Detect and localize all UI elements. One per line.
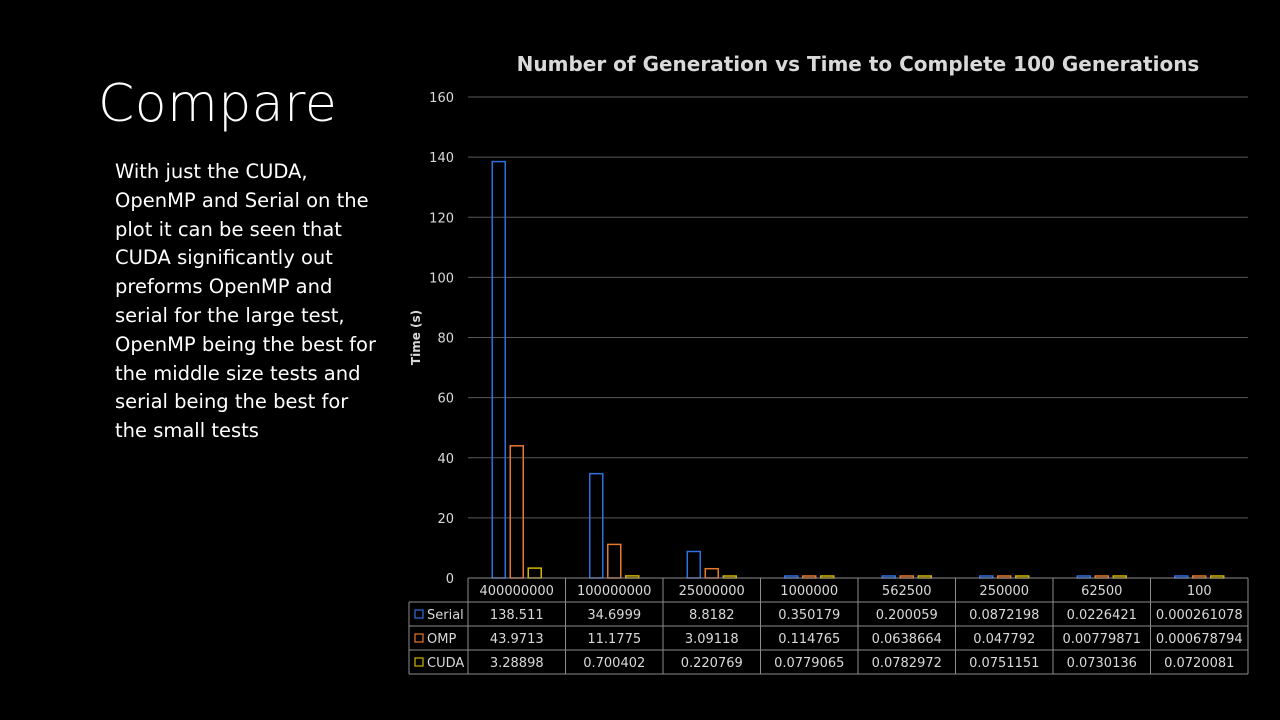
data-label: 0.350179 xyxy=(778,608,840,623)
legend-key-cuda xyxy=(414,657,424,667)
bar-serial xyxy=(686,550,701,579)
x-tick-label: 400000000 xyxy=(480,584,554,599)
y-tick-label: 80 xyxy=(437,332,454,347)
x-tick-label: 250000 xyxy=(979,584,1029,599)
data-label: 0.200059 xyxy=(876,608,938,623)
chart-title: Number of Generation vs Time to Complete… xyxy=(517,52,1200,76)
y-tick-label: 140 xyxy=(429,151,454,166)
y-tick-label: 60 xyxy=(437,392,454,407)
y-tick-label: 20 xyxy=(437,512,454,527)
data-label: 0.00779871 xyxy=(1062,632,1141,647)
data-label: 0.000678794 xyxy=(1156,632,1243,647)
data-label: 0.0730136 xyxy=(1067,656,1137,671)
data-label: 0.220769 xyxy=(681,656,743,671)
data-label: 0.047792 xyxy=(973,632,1035,647)
data-label: 0.0751151 xyxy=(969,656,1039,671)
y-axis-label: Time (s) xyxy=(409,310,423,365)
legend-label: CUDA xyxy=(427,656,464,671)
data-label: 3.09118 xyxy=(685,632,739,647)
bar-serial xyxy=(589,472,604,579)
x-tick-label: 1000000 xyxy=(780,584,838,599)
data-label: 0.0872198 xyxy=(969,608,1039,623)
y-tick-label: 160 xyxy=(429,91,454,106)
bar-omp xyxy=(704,567,719,579)
data-label: 0.0638664 xyxy=(872,632,942,647)
data-label: 0.0782972 xyxy=(872,656,942,671)
data-label: 8.8182 xyxy=(689,608,735,623)
legend-label: Serial xyxy=(427,608,464,623)
data-label: 0.700402 xyxy=(583,656,645,671)
legend-label: OMP xyxy=(427,632,456,647)
bar-omp xyxy=(509,445,524,579)
bar-omp xyxy=(607,543,622,579)
data-label: 0.000261078 xyxy=(1156,608,1243,623)
x-tick-label: 562500 xyxy=(882,584,932,599)
x-tick-label: 100 xyxy=(1187,584,1212,599)
y-tick-label: 0 xyxy=(446,572,454,587)
legend-key-serial xyxy=(414,609,424,619)
slide-body-text: With just the CUDA, OpenMP and Serial on… xyxy=(115,160,376,443)
data-label: 0.114765 xyxy=(778,632,840,647)
y-tick-label: 40 xyxy=(437,452,454,467)
data-label: 43.9713 xyxy=(490,632,544,647)
y-tick-label: 120 xyxy=(429,211,454,226)
data-label: 0.0720081 xyxy=(1164,656,1234,671)
data-label: 34.6999 xyxy=(587,608,641,623)
data-label: 11.1775 xyxy=(587,632,641,647)
x-tick-label: 62500 xyxy=(1081,584,1122,599)
slide-title: Compare xyxy=(98,74,338,134)
data-label: 138.511 xyxy=(490,608,544,623)
y-tick-label: 100 xyxy=(429,271,454,286)
bar-serial xyxy=(491,160,506,579)
data-label: 0.0779065 xyxy=(774,656,844,671)
data-label: 3.28898 xyxy=(490,656,544,671)
x-tick-label: 25000000 xyxy=(679,584,745,599)
x-tick-label: 100000000 xyxy=(577,584,651,599)
bar-cuda xyxy=(527,567,542,579)
legend-key-omp xyxy=(414,633,424,643)
data-label: 0.0226421 xyxy=(1067,608,1137,623)
